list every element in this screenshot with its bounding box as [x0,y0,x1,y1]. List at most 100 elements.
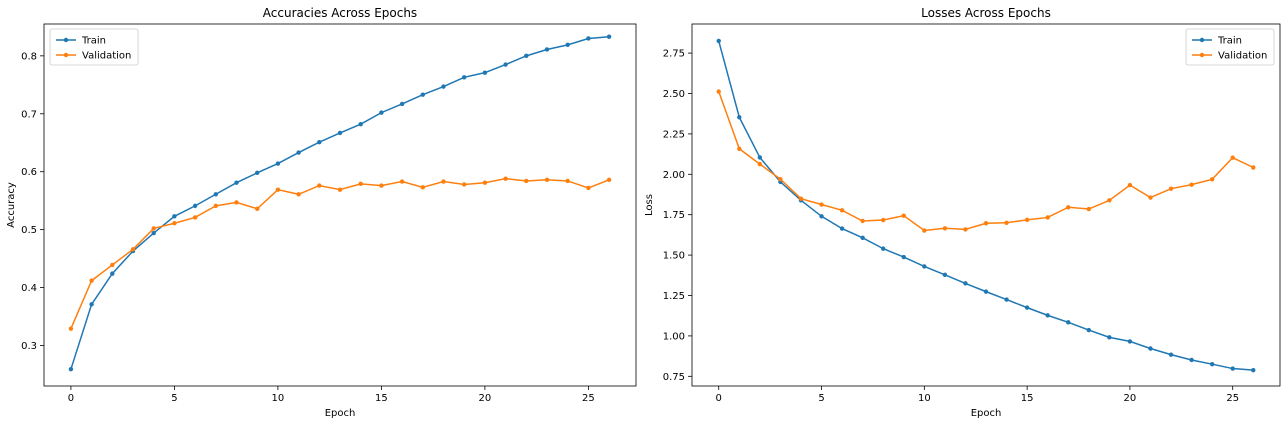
data-point-validation [1168,186,1174,191]
data-point-validation [1148,195,1153,200]
data-point-validation [819,202,824,207]
data-point-train [1148,346,1153,351]
data-point-validation [1045,215,1050,220]
data-point-validation [1127,182,1133,188]
data-point-train [1230,366,1235,371]
data-point-train [255,170,260,176]
data-point-validation [1107,198,1112,203]
data-point-train [586,36,591,41]
y-tick-label: 0.4 [21,283,37,294]
x-axis-label: Epoch [325,408,356,419]
x-tick-label: 20 [479,393,492,404]
x-tick-label: 5 [171,393,177,404]
data-point-train [503,62,508,67]
legend-swatch-marker [63,52,69,58]
data-point-train [1189,357,1194,363]
data-point-validation [1024,217,1030,223]
data-point-validation [1189,182,1194,187]
data-point-train [1127,339,1133,344]
y-tick-label: 1.25 [663,291,685,302]
data-point-validation [860,218,865,224]
series-line-validation [70,177,610,329]
x-tick-label: 25 [582,393,595,404]
legend: Train Validation [1185,28,1275,66]
data-point-validation [255,206,260,211]
data-point-train [1107,335,1112,340]
data-point-train [1209,361,1215,367]
x-tick-label: 0 [716,393,722,404]
data-point-train [839,226,845,231]
data-point-validation [839,208,845,213]
legend-label: Train [1217,36,1242,47]
y-tick-label: 2.75 [663,49,685,60]
data-point-train [942,272,948,278]
y-tick-label: 1.50 [663,251,685,262]
legend-box [49,28,139,66]
x-tick-label: 25 [1226,393,1239,404]
data-point-train [151,230,156,236]
data-point-train [819,214,824,219]
y-axis-label: Accuracy [6,182,17,228]
data-point-validation [441,179,446,184]
data-point-train [172,214,177,219]
data-point-validation [420,185,425,190]
data-point-validation [778,176,783,182]
data-point-validation [213,203,219,209]
data-point-validation [901,213,906,218]
data-point-validation [544,177,550,183]
data-point-validation [68,326,74,331]
y-tick-label: 2.25 [663,129,685,140]
data-point-train [1024,305,1030,310]
data-point-validation [716,89,721,94]
data-point-validation [503,176,508,181]
data-point-train [89,302,94,307]
data-point-validation [1086,206,1091,212]
data-point-train [379,110,384,115]
data-point-validation [89,278,94,283]
data-point-train [317,139,322,145]
data-point-validation [983,221,989,226]
series-line-train [718,40,1254,371]
y-tick-label: 1.75 [663,210,685,221]
data-point-train [1066,320,1071,325]
legend-swatch-marker [63,37,69,43]
data-point-validation [317,183,322,188]
series-line-train [70,35,610,370]
data-point-train [399,101,405,107]
data-point-train [565,42,570,48]
data-point-train [358,122,363,127]
y-tick-label: 0.3 [21,341,37,352]
legend-label: Train [81,36,106,47]
x-tick-label: 15 [375,393,388,404]
x-tick-label: 0 [68,393,74,404]
data-point-validation [1066,205,1071,210]
data-point-train [1086,327,1091,333]
data-point-validation [358,181,363,187]
chart-title: Losses Across Epochs [921,6,1051,20]
data-point-train [275,161,281,166]
data-point-validation [234,200,239,205]
data-point-validation [1251,165,1256,170]
data-point-validation [942,226,948,231]
data-point-validation [130,247,136,252]
plot-frame [43,23,637,387]
data-point-validation [110,262,115,268]
y-tick-label: 0.75 [663,372,685,383]
legend-box [1185,28,1275,66]
legend-swatch-marker [1199,52,1205,58]
data-point-validation [482,180,488,185]
legend-label: Validation [1218,51,1267,62]
x-tick-label: 15 [1021,393,1034,404]
data-point-train [1004,297,1009,302]
plot-frame [691,23,1281,387]
data-point-train [337,130,343,136]
data-point-train [234,180,239,185]
data-point-train [901,254,906,260]
data-point-validation [1004,220,1009,225]
legend: Train Validation [49,28,139,66]
data-point-validation [337,187,343,192]
data-point-validation [524,178,529,184]
data-point-validation [1230,155,1235,160]
data-point-train [296,150,301,155]
